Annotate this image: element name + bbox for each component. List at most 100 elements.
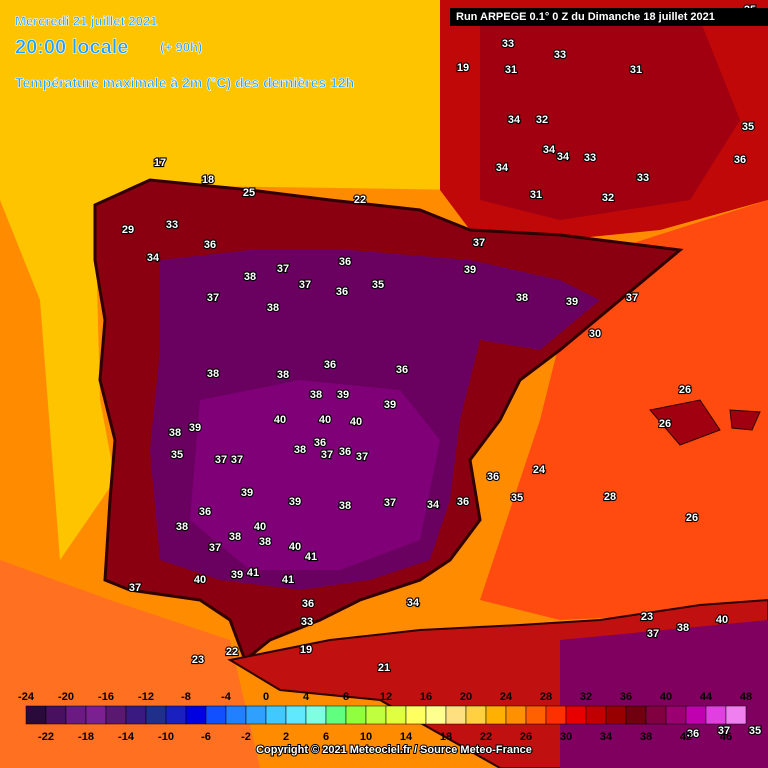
temperature-label: 36: [302, 598, 314, 610]
scale-cell: [225, 705, 247, 725]
scale-cell: [265, 705, 287, 725]
parameter: Température maximale à 2m (°C) des derni…: [15, 75, 354, 91]
temperature-label: 26: [686, 512, 698, 524]
temperature-label: 33: [554, 49, 566, 61]
scale-cell: [405, 705, 427, 725]
scale-cell: [125, 705, 147, 725]
temperature-label: 39: [289, 496, 301, 508]
temperature-label: 34: [543, 144, 556, 156]
temperature-label: 34: [427, 499, 440, 511]
temperature-label: 41: [305, 551, 317, 563]
scale-label: -14: [118, 731, 135, 743]
temperature-label: 34: [508, 114, 521, 126]
temperature-label: 37: [626, 292, 638, 304]
cool-sea: [0, 0, 470, 560]
temperature-label: 37: [299, 279, 311, 291]
temperature-label: 40: [289, 541, 301, 553]
temperature-label: 36: [199, 506, 211, 518]
scale-cell: [345, 705, 367, 725]
scale-label: 6: [323, 731, 329, 743]
scale-label: -16: [98, 691, 114, 703]
temperature-label: 23: [192, 654, 204, 666]
scale-label: 16: [420, 691, 432, 703]
scale-label: -8: [181, 691, 191, 703]
scale-label: 28: [540, 691, 552, 703]
scale-cell: [725, 705, 747, 725]
scale-cell: [165, 705, 187, 725]
temperature-label: 28: [604, 491, 616, 503]
temperature-label: 37: [321, 449, 333, 461]
temperature-label: 36: [314, 437, 326, 449]
scale-label: 26: [520, 731, 532, 743]
africa-hot: [560, 620, 768, 768]
temperature-label: 23: [641, 611, 653, 623]
scale-cell: [505, 705, 527, 725]
scale-label: 44: [700, 691, 713, 703]
scale-cell: [625, 705, 647, 725]
scale-label: 30: [560, 731, 572, 743]
temperature-label: 18: [202, 174, 214, 186]
temperature-label: 38: [267, 302, 279, 314]
iberia-hottest: [190, 380, 440, 570]
temperature-label: 34: [147, 252, 160, 264]
temperature-label: 39: [566, 296, 578, 308]
temperature-label: 36: [336, 286, 348, 298]
scale-cell: [605, 705, 627, 725]
temperature-label: 34: [496, 162, 509, 174]
temperature-label: 38: [169, 427, 181, 439]
scale-label: -12: [138, 691, 154, 703]
temperature-label: 26: [679, 384, 691, 396]
scale-label: 46: [720, 731, 732, 743]
scale-cell: [445, 705, 467, 725]
scale-cell: [85, 705, 107, 725]
temperature-label: 38: [176, 521, 188, 533]
temperature-label: 37: [231, 454, 243, 466]
scale-label: 10: [360, 731, 372, 743]
temperature-label: 37: [277, 263, 289, 275]
scale-cell: [285, 705, 307, 725]
scale-label: 34: [600, 731, 613, 743]
temperature-label: 36: [687, 728, 699, 740]
scale-label: 20: [460, 691, 472, 703]
temperature-label: 40: [274, 414, 286, 426]
scale-label: 12: [380, 691, 392, 703]
time: 20:00 locale: [15, 36, 128, 58]
temperature-label: 19: [457, 62, 469, 74]
scale-cell: [385, 705, 407, 725]
scale-cell: [545, 705, 567, 725]
scale-cell: [305, 705, 327, 725]
run-info: Run ARPEGE 0.1° 0 Z du Dimanche 18 juill…: [456, 11, 715, 23]
scale-cell: [145, 705, 167, 725]
temperature-label: 19: [300, 644, 312, 656]
copyright: Copyright © 2021 Meteociel.fr / Source M…: [256, 744, 532, 756]
mediterranean: [480, 200, 768, 620]
scale-cell: [425, 705, 447, 725]
scale-cell: [705, 705, 727, 725]
temperature-label: 21: [378, 662, 390, 674]
temperature-label: 22: [226, 646, 238, 658]
temperature-label: 35: [372, 279, 384, 291]
temperature-label: 38: [516, 292, 528, 304]
scale-label: -20: [58, 691, 74, 703]
scale-label: -4: [221, 691, 232, 703]
scale-label: -10: [158, 731, 174, 743]
temperature-label: 35: [742, 121, 754, 133]
scale-cell: [365, 705, 387, 725]
scale-label: 42: [680, 731, 692, 743]
balearic-islands: [649, 399, 761, 446]
scale-cell: [525, 705, 547, 725]
scale-cell: [645, 705, 667, 725]
scale-cell: [585, 705, 607, 725]
temperature-label: 37: [647, 628, 659, 640]
scale-cell: [105, 705, 127, 725]
temperature-label: 37: [473, 237, 485, 249]
temperature-label: 34: [557, 151, 570, 163]
scale-label: 24: [500, 691, 513, 703]
temperature-label: 36: [487, 471, 499, 483]
temperature-label: 36: [339, 446, 351, 458]
temperature-label: 35: [171, 449, 183, 461]
temperature-label: 37: [718, 725, 730, 737]
scale-label: -22: [38, 731, 54, 743]
temperature-label: 37: [129, 582, 141, 594]
